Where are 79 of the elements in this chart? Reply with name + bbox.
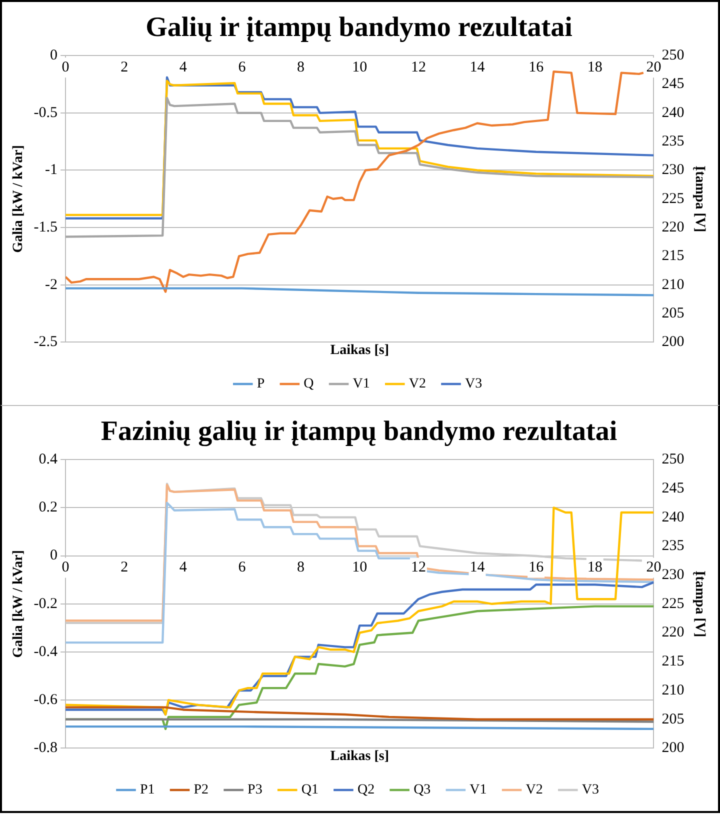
y2-tick-label: 235 — [662, 538, 684, 554]
x-tick-label: 10 — [352, 60, 368, 76]
y-tick-label: 0 — [50, 48, 58, 64]
y2-tick-label: 230 — [662, 566, 684, 583]
x-tick-label: 8 — [297, 60, 305, 76]
y-tick-label: 0.2 — [38, 500, 58, 516]
x-tick-label: 14 — [470, 560, 486, 576]
y2-tick-label: 240 — [662, 509, 684, 526]
x-tick-label: 8 — [297, 560, 305, 576]
y-tick-label: -0.6 — [34, 692, 58, 708]
y2-tick-label: 205 — [662, 711, 684, 728]
y2-tick-label: 245 — [662, 480, 684, 496]
x-tick-label: 18 — [587, 560, 602, 576]
legend-label: Q — [304, 376, 314, 392]
legend-label: P1 — [140, 782, 155, 798]
y2-tick-label: 215 — [662, 248, 684, 264]
y-tick-label: -0.8 — [34, 740, 58, 756]
x-tick-label: 4 — [179, 560, 188, 576]
x-tick-label: 2 — [120, 560, 128, 576]
legend-label: P3 — [248, 782, 262, 798]
y2-tick-label: 225 — [662, 596, 684, 612]
x-tick-label: 20 — [646, 60, 662, 76]
y2-tick-label: 245 — [662, 76, 684, 92]
legend-label: V1 — [352, 376, 370, 392]
x-tick-label: 14 — [470, 60, 486, 76]
x-tick-label: 16 — [528, 560, 544, 576]
legend-label: V2 — [408, 376, 426, 392]
chart-title: Fazinių galių ir įtampų bandymo rezultatai — [100, 416, 618, 448]
y2-axis-title: Įtampa [V] — [692, 570, 707, 638]
legend-label: P — [256, 376, 265, 392]
y2-tick-label: 240 — [662, 104, 684, 121]
y2-tick-label: 220 — [662, 219, 684, 236]
x-tick-label: 0 — [62, 560, 70, 576]
y-axis-title: Galia [kW / kVar] — [11, 550, 26, 658]
y-tick-label: -0.2 — [34, 596, 58, 612]
y-tick-label: -2 — [45, 276, 58, 293]
x-tick-label: 12 — [410, 60, 426, 76]
x-tick-label: 6 — [238, 60, 246, 76]
y-tick-label: 0 — [50, 548, 58, 564]
x-tick-label: 16 — [528, 60, 544, 76]
y-tick-label: -2.5 — [34, 334, 58, 350]
y2-tick-label: 225 — [662, 190, 684, 207]
y-tick-label: -1.5 — [34, 219, 58, 236]
y2-tick-label: 200 — [662, 740, 684, 756]
x-tick-label: 0 — [62, 60, 70, 76]
y2-tick-label: 200 — [662, 334, 684, 350]
y-tick-label: -0.4 — [34, 644, 58, 660]
legend-label: Q3 — [414, 782, 431, 798]
legend-label: Q1 — [301, 782, 318, 798]
legend-label: V3 — [582, 782, 600, 798]
y2-tick-label: 250 — [662, 48, 684, 64]
legend-label: V1 — [470, 782, 487, 798]
y-tick-label: 0.4 — [38, 452, 58, 468]
y-axis-title: Galia [kW / kVar] — [11, 145, 26, 253]
x-tick-label: 12 — [410, 560, 426, 576]
x-axis-title: Laikas [s] — [330, 749, 389, 764]
x-tick-label: 10 — [352, 560, 368, 576]
x-tick-label: 2 — [120, 60, 128, 76]
y2-tick-label: 210 — [662, 276, 684, 293]
x-tick-label: 4 — [179, 60, 188, 76]
x-tick-label: 18 — [587, 60, 602, 76]
y2-tick-label: 220 — [662, 624, 684, 641]
y2-axis-title: Įtampa [V] — [692, 166, 707, 232]
y2-tick-label: 235 — [662, 134, 684, 150]
chart-title: Galių ir įtampų bandymo rezultatai — [146, 12, 573, 44]
y2-tick-label: 230 — [662, 162, 684, 178]
legend-label: Q2 — [357, 782, 375, 798]
y2-tick-label: 250 — [662, 452, 684, 468]
legend-label: V3 — [465, 376, 482, 392]
x-tick-label: 6 — [238, 560, 246, 576]
y2-tick-label: 205 — [662, 305, 684, 322]
y-tick-label: -1 — [45, 162, 58, 178]
x-axis-title: Laikas [s] — [330, 343, 389, 358]
x-tick-label: 20 — [646, 560, 662, 576]
y2-tick-label: 215 — [662, 654, 684, 670]
y2-tick-label: 210 — [662, 682, 684, 698]
y-tick-label: -0.5 — [34, 104, 58, 121]
legend-label: P2 — [194, 782, 209, 798]
legend-label: V2 — [526, 782, 543, 798]
